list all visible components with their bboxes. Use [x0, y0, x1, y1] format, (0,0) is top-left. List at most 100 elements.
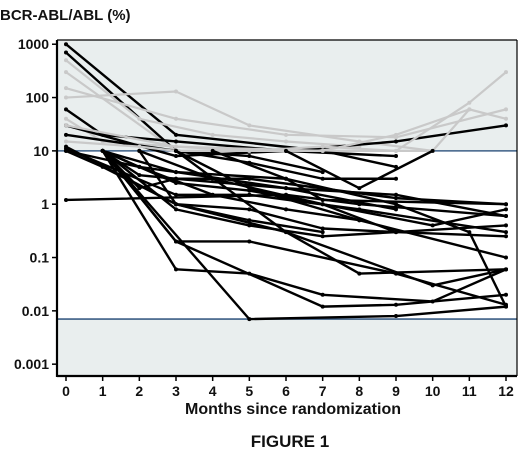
series-line-10 [65, 133, 323, 174]
series-15-point-2 [247, 207, 252, 212]
series-14 [247, 144, 398, 153]
series-4-point-2 [284, 132, 288, 137]
y-tick-label-6: 0.001 [14, 356, 49, 372]
series-21-point-2 [284, 186, 288, 191]
series-34 [284, 148, 435, 191]
series-30-point-2 [320, 202, 325, 207]
axes [55, 39, 518, 378]
shaded-band-0 [57, 40, 517, 151]
series-25-point-1 [247, 317, 252, 322]
series-21-point-3 [394, 192, 398, 197]
series-14-point-0 [247, 148, 252, 153]
series-4-point-0 [64, 86, 68, 91]
series-34-point-1 [357, 186, 362, 191]
series-23-point-3 [320, 292, 325, 297]
series-25-point-3 [504, 304, 508, 309]
x-axis-label: Months since randomization [185, 401, 401, 418]
series-27-point-4 [320, 230, 325, 235]
series-4-point-1 [174, 116, 178, 121]
series-31-point-3 [504, 255, 508, 260]
x-tick-label-9: 9 [392, 383, 400, 399]
series-30-point-0 [137, 148, 142, 153]
series-24-point-2 [174, 170, 178, 175]
series-11-point-4 [320, 148, 325, 153]
series-9-point-3 [394, 132, 398, 137]
series-8-point-4 [504, 123, 508, 128]
series-17-point-2 [247, 239, 252, 244]
series-8-point-3 [394, 139, 398, 144]
series-29-point-3 [357, 271, 362, 276]
series-22-point-1 [174, 207, 178, 212]
series-23-point-1 [174, 267, 178, 272]
series-line-33 [212, 149, 507, 206]
series-27 [64, 148, 325, 235]
series-6-point-0 [64, 107, 68, 112]
y-tick-label-2: 10 [33, 143, 49, 159]
series-16-point-1 [174, 192, 178, 197]
series-24-point-5 [467, 230, 472, 235]
series-26 [100, 148, 508, 309]
series-12-point-1 [467, 100, 472, 105]
y-tick-label-5: 0.01 [22, 303, 49, 319]
series-9-point-0 [64, 123, 68, 128]
series-line-0 [65, 43, 397, 169]
series-30-point-3 [394, 230, 398, 235]
x-tick-label-6: 6 [282, 383, 290, 399]
x-tick-label-8: 8 [355, 383, 363, 399]
x-tick-label-1: 1 [99, 383, 107, 399]
series-32-point-0 [174, 148, 178, 153]
x-tick-label-12: 12 [498, 383, 514, 399]
series-0-point-1 [174, 132, 178, 137]
series-19-point-4 [430, 223, 435, 228]
x-tick-label-10: 10 [425, 383, 441, 399]
series-30-point-4 [504, 223, 508, 228]
series-line-13 [396, 108, 507, 152]
series-20-point-1 [137, 173, 142, 178]
series-28-point-2 [357, 202, 362, 207]
x-tick-label-0: 0 [62, 383, 70, 399]
series-5-point-0 [64, 95, 68, 100]
series-1-point-3 [320, 176, 325, 181]
series-22-point-2 [247, 223, 252, 228]
figure-caption: FIGURE 1 [251, 432, 329, 451]
series-33-point-3 [504, 202, 508, 207]
series-15-point-3 [320, 226, 325, 231]
series-31-point-1 [247, 186, 252, 191]
series-28-point-3 [504, 214, 508, 219]
series-33-point-2 [320, 197, 325, 202]
x-tick-label-4: 4 [209, 383, 217, 399]
y-tick-label-0: 1000 [18, 36, 49, 52]
series-25-point-2 [394, 314, 398, 319]
series-12-point-2 [504, 70, 508, 75]
series-9-point-1 [174, 144, 178, 149]
y-tick-label-4: 0.1 [30, 250, 50, 266]
series-26-point-0 [100, 148, 105, 153]
series-5-point-2 [247, 123, 252, 128]
x-tick-label-11: 11 [462, 383, 477, 399]
series-27-point-1 [100, 164, 105, 169]
series-line-23 [101, 150, 507, 303]
series-22-point-5 [504, 234, 508, 239]
series-25 [100, 148, 508, 322]
series-26-point-1 [174, 239, 178, 244]
series-14-point-1 [320, 144, 325, 149]
series-line-31 [175, 149, 507, 259]
series-18-point-4 [394, 196, 398, 201]
series-35-point-0 [64, 148, 68, 153]
series-10-point-2 [247, 154, 252, 159]
y-ticks: 1000 100 10 1 0.1 0.01 0.001 [14, 36, 57, 372]
series-33-point-0 [210, 148, 215, 153]
series-35-point-1 [137, 164, 142, 169]
series-24-point-4 [394, 202, 398, 207]
x-tick-label-3: 3 [172, 383, 180, 399]
series-32-point-1 [284, 230, 288, 235]
series-19-point-5 [504, 207, 508, 212]
series-7-point-0 [64, 116, 68, 121]
series-35-point-2 [210, 192, 215, 197]
series-3-point-0 [64, 70, 68, 75]
series-11-point-0 [64, 139, 68, 144]
series-33-point-1 [284, 176, 288, 181]
series-2-point-0 [64, 58, 68, 63]
y-tick-label-3: 1 [41, 196, 49, 212]
